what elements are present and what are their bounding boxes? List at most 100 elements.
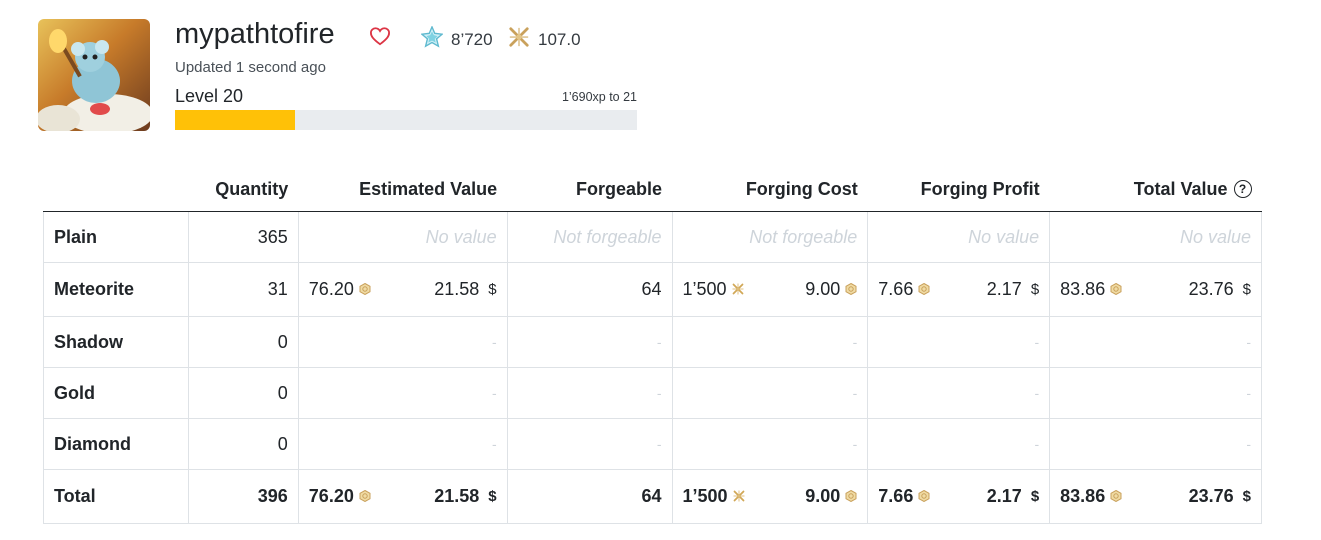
tokens-count: 107.0 xyxy=(538,29,581,49)
cell-quantity: 0 xyxy=(187,316,299,368)
cell-not-forgeable: Not forgeable xyxy=(506,211,673,263)
coin-value: 7.66 xyxy=(878,279,914,299)
cell-empty: - xyxy=(1049,418,1262,470)
level-label: Level 20 xyxy=(175,86,244,106)
currency-symbol: $ xyxy=(488,281,497,298)
currency-symbol: $ xyxy=(488,488,497,505)
tokens-stat: 107.0 xyxy=(508,26,581,53)
cell-quantity: 0 xyxy=(187,367,299,419)
cell-empty: - xyxy=(297,367,508,419)
cell-empty: - xyxy=(297,316,508,368)
cell-empty: - xyxy=(867,367,1051,419)
usd-value: 2.17 xyxy=(986,486,1022,506)
gold-coin-icon xyxy=(359,279,371,300)
row-name: Meteorite xyxy=(43,262,189,317)
row-name: Diamond xyxy=(43,418,189,470)
table-header-row: Quantity Estimated Value Forgeable Forgi… xyxy=(43,167,1262,212)
cell-not-forgeable: Not forgeable xyxy=(671,211,869,263)
header-quantity: Quantity xyxy=(188,167,299,212)
cell-empty: - xyxy=(671,316,869,368)
header-total-value: Total Value? xyxy=(1049,167,1262,212)
coin-value: 76.20 xyxy=(308,486,354,506)
cell-total-value: 83.86 23.76 $ xyxy=(1049,262,1262,317)
cell-quantity: 31 xyxy=(187,262,299,317)
cell-forgeable: 64 xyxy=(506,262,673,317)
cell-empty: - xyxy=(867,316,1051,368)
usd-value: 23.76 xyxy=(1188,279,1234,299)
cell-empty: - xyxy=(867,418,1051,470)
gold-coin-icon xyxy=(918,486,930,507)
currency-symbol: $ xyxy=(1242,488,1251,505)
table-total-row: Total 396 76.20 21.58 $ 64 1’500 9.00 7.6… xyxy=(43,469,1262,524)
currency-symbol: $ xyxy=(1030,281,1040,298)
cell-forging-cost: 1’500 9.00 xyxy=(671,262,869,317)
coin-value: 83.86 xyxy=(1060,279,1106,299)
coin-value: 83.86 xyxy=(1060,486,1106,506)
row-name: Plain xyxy=(43,211,189,263)
currency-symbol: $ xyxy=(1030,488,1040,505)
cell-empty: - xyxy=(671,367,869,419)
header-estimated-value: Estimated Value xyxy=(298,167,508,212)
heart-outline-icon[interactable] xyxy=(369,26,391,46)
table-row: Shadow 0 - - - - - xyxy=(43,316,1262,368)
gold-coin-icon xyxy=(845,486,857,507)
cell-estimated-value: 76.20 21.58 $ xyxy=(297,469,508,524)
cell-no-value: No value xyxy=(297,211,508,263)
gold-coin-icon xyxy=(918,279,930,300)
gold-coin-icon xyxy=(1110,279,1122,300)
usd-value: 23.76 xyxy=(1188,486,1234,506)
table-row: Diamond 0 - - - - - xyxy=(43,418,1262,470)
cell-no-value: No value xyxy=(1049,211,1262,263)
gold-coin-icon xyxy=(359,486,371,507)
coin-value: 76.20 xyxy=(308,279,354,299)
shards-count: 8’720 xyxy=(451,29,493,49)
header-total-value-label: Total Value xyxy=(1133,178,1228,199)
coin-value: 9.00 xyxy=(805,279,841,299)
cell-forging-profit: 7.66 2.17 $ xyxy=(867,262,1051,317)
blue-shard-icon xyxy=(420,25,444,53)
shards-stat: 8’720 xyxy=(420,25,493,53)
gold-coin-icon xyxy=(845,279,857,300)
cell-empty: - xyxy=(1049,316,1262,368)
cell-empty: - xyxy=(506,367,673,419)
cell-no-value: No value xyxy=(867,211,1051,263)
cell-forging-cost: 1’500 9.00 xyxy=(671,469,869,524)
forge-token-icon xyxy=(733,486,745,507)
table-row: Meteorite 31 76.20 21.58 $ 64 1’500 9.00 … xyxy=(43,262,1262,317)
header-name xyxy=(43,167,189,212)
updated-timestamp: Updated 1 second ago xyxy=(175,59,326,76)
gold-forge-token-icon xyxy=(508,26,530,53)
usd-value: 21.58 xyxy=(434,279,480,299)
table-row: Gold 0 - - - - - xyxy=(43,367,1262,419)
header-forging-cost: Forging Cost xyxy=(672,167,868,212)
avatar xyxy=(38,19,150,131)
table-row: Plain 365 No value Not forgeable Not for… xyxy=(43,211,1262,263)
token-value: 1’500 xyxy=(682,279,727,299)
help-icon[interactable]: ? xyxy=(1233,179,1252,198)
cell-total-value: 83.86 23.76 $ xyxy=(1049,469,1262,524)
cell-quantity: 396 xyxy=(187,469,299,524)
header-forgeable: Forgeable xyxy=(507,167,672,212)
xp-progress-bar xyxy=(175,110,637,130)
cell-empty: - xyxy=(506,316,673,368)
xp-progress-fill xyxy=(175,110,296,130)
coin-value: 7.66 xyxy=(878,486,914,506)
cell-empty: - xyxy=(506,418,673,470)
cell-quantity: 0 xyxy=(187,418,299,470)
row-name: Shadow xyxy=(43,316,189,368)
cell-forgeable: 64 xyxy=(506,469,673,524)
header-forging-profit: Forging Profit xyxy=(867,167,1050,212)
token-value: 1’500 xyxy=(682,486,728,506)
cell-empty: - xyxy=(1049,367,1262,419)
forging-table: Quantity Estimated Value Forgeable Forgi… xyxy=(43,167,1262,524)
gold-coin-icon xyxy=(1110,486,1122,507)
usd-value: 21.58 xyxy=(434,486,480,506)
username: mypathtofire xyxy=(175,18,335,50)
cell-empty: - xyxy=(671,418,869,470)
cell-empty: - xyxy=(297,418,508,470)
cell-forging-profit: 7.66 2.17 $ xyxy=(867,469,1051,524)
currency-symbol: $ xyxy=(1242,281,1251,298)
row-name: Total xyxy=(43,469,189,524)
coin-value: 9.00 xyxy=(805,486,841,506)
xp-to-next-level: 1’690xp to 21 xyxy=(561,90,637,104)
